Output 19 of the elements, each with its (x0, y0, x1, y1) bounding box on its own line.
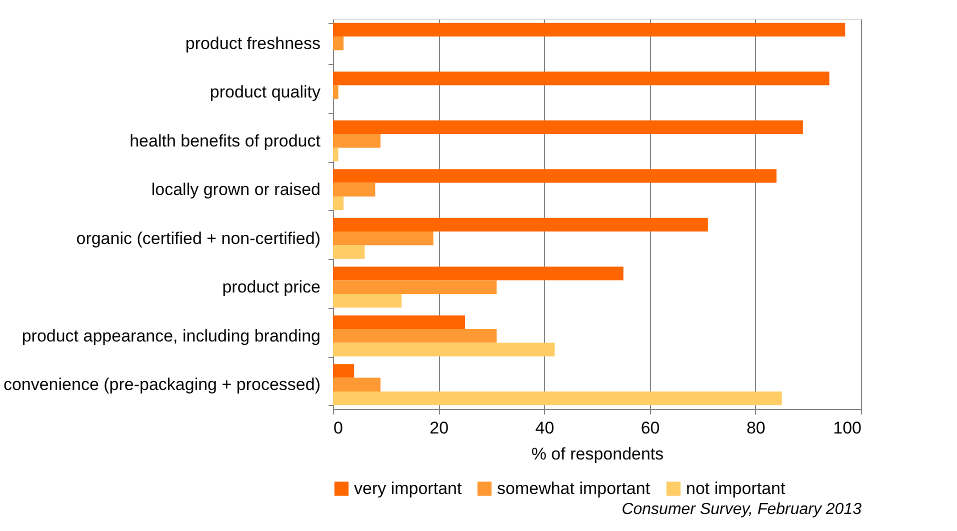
x-tick-label: 60 (640, 418, 660, 438)
y-tick-label: locally grown or raised (151, 180, 320, 200)
y-tick-label: product quality (210, 82, 321, 102)
legend-label: somewhat important (497, 478, 650, 498)
x-tick-label: 20 (430, 418, 449, 438)
x-tick-label: 0 (334, 418, 343, 438)
x-tick-label: 40 (535, 418, 554, 438)
y-tick-label: product appearance, including branding (22, 326, 320, 346)
y-tick-label: convenience (pre-packaging + processed) (3, 375, 320, 394)
x-axis-title: % of respondents (531, 444, 664, 464)
x-tick-label: 80 (746, 418, 766, 438)
y-tick-label: product freshness (185, 34, 320, 53)
legend-label: very important (354, 478, 462, 498)
x-tick-label: 100 (833, 418, 862, 438)
text: Consumer Survey, February 2013 (622, 501, 862, 518)
y-tick-label: health benefits of product (130, 131, 321, 150)
y-tick-label: organic (certified + non-certified) (76, 228, 320, 248)
legend-label: not important (686, 478, 786, 498)
y-tick-label: product price (222, 278, 320, 297)
